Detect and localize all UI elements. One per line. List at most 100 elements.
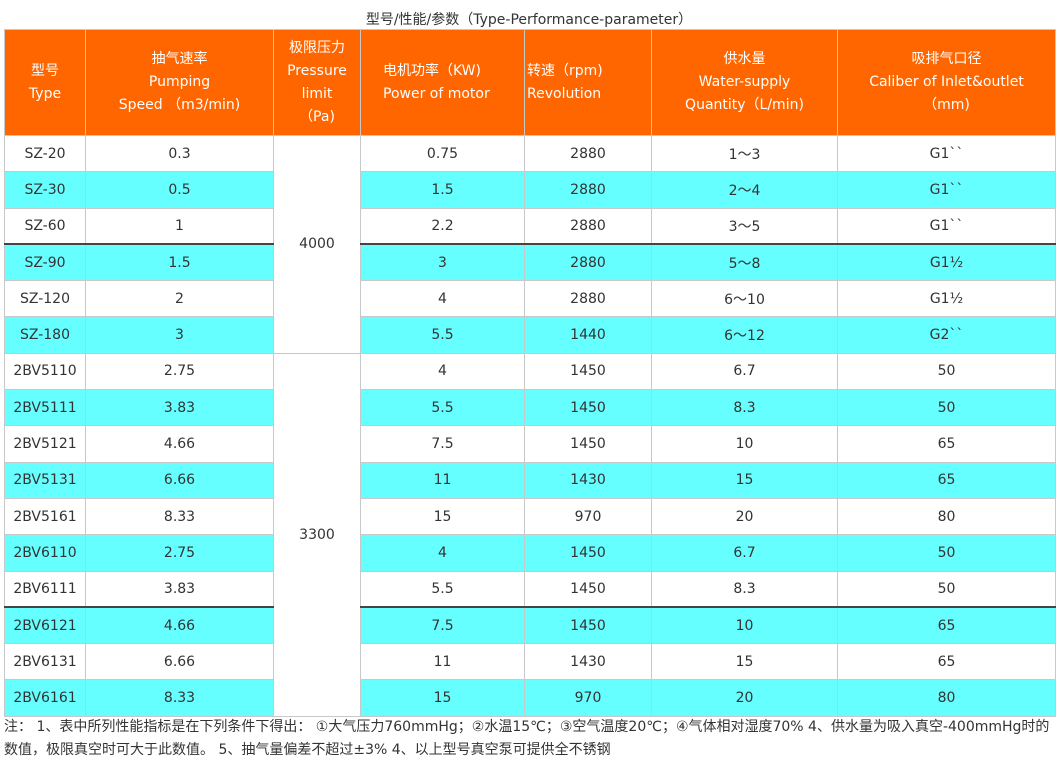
cell-caliber: 50 [837,389,1056,427]
cell-motor-power: 3 [360,243,525,282]
table-body: SZ-20 0.3 4000 0.75 2880 1～3 G1`` SZ-30 0.5 1.5 28… [4,134,1056,717]
table-row: 2BV6131 6.66 11 1430 15 65 [4,643,1056,681]
cell-pressure-limit: 4000 [273,135,361,354]
cell-caliber: 50 [837,352,1056,391]
cell-type: SZ-120 [4,280,86,318]
cell-caliber: 50 [837,570,1056,608]
cell-water-supply: 6～12 [651,316,838,354]
cell-revolution: 2880 [524,207,652,245]
cell-revolution: 970 [524,497,652,536]
cell-type: 2BV5121 [4,425,86,463]
table-row: SZ-60 1 2.2 2880 3～5 G1`` [4,207,1056,245]
table-row: SZ-180 3 5.5 1440 6～12 G2`` [4,316,1056,354]
cell-water-supply: 20 [651,497,838,536]
cell-type: SZ-90 [4,243,86,282]
header-type: 型号 Type [4,29,86,136]
table-row: 2BV5111 3.83 5.5 1450 8.3 50 [4,389,1056,427]
cell-revolution: 1450 [524,389,652,427]
cell-motor-power: 1.5 [360,171,525,209]
table-row: SZ-90 1.5 3 2880 5～8 G1½ [4,243,1056,282]
cell-pumping-speed: 8.33 [85,497,274,536]
cell-water-supply: 20 [651,679,838,717]
cell-pumping-speed: 6.66 [85,643,274,681]
header-revolution: 转速（rpm) Revolution [524,29,652,136]
cell-revolution: 1450 [524,570,652,608]
cell-motor-power: 4 [360,352,525,391]
performance-table: 型号 Type 抽气速率 Pumping Speed （m3/min) 极限压力 Pre… [4,29,1056,717]
cell-motor-power: 2.2 [360,207,525,245]
cell-motor-power: 7.5 [360,425,525,463]
cell-revolution: 1450 [524,352,652,391]
cell-motor-power: 11 [360,461,525,499]
cell-revolution: 1430 [524,643,652,681]
cell-revolution: 1440 [524,316,652,354]
cell-revolution: 1450 [524,606,652,645]
cell-water-supply: 10 [651,606,838,645]
cell-pumping-speed: 0.3 [85,134,274,173]
cell-water-supply: 15 [651,461,838,499]
table-row: 2BV6161 8.33 15 970 20 80 [4,679,1056,717]
cell-water-supply: 6.7 [651,352,838,391]
cell-type: 2BV6111 [4,570,86,608]
cell-revolution: 1430 [524,461,652,499]
cell-caliber: G1½ [837,280,1056,318]
header-motor-power: 电机功率（KW) Power of motor [360,29,525,136]
cell-revolution: 2880 [524,171,652,209]
cell-revolution: 2880 [524,280,652,318]
cell-revolution: 1450 [524,425,652,463]
cell-water-supply: 5～8 [651,243,838,282]
table-row: 2BV5131 6.66 11 1430 15 65 [4,461,1056,499]
cell-caliber: G2`` [837,316,1056,354]
table-row: 2BV5161 8.33 15 970 20 80 [4,497,1056,536]
cell-water-supply: 15 [651,643,838,681]
cell-caliber: 65 [837,461,1056,499]
table-row: 2BV6121 4.66 7.5 1450 10 65 [4,606,1056,645]
cell-caliber: 50 [837,534,1056,572]
table-caption: 型号/性能/参数（Type-Performance-parameter） [365,12,693,28]
cell-type: 2BV5110 [4,352,86,391]
cell-caliber: G1½ [837,243,1056,282]
table-row: SZ-30 0.5 1.5 2880 2～4 G1`` [4,171,1056,209]
cell-motor-power: 15 [360,497,525,536]
cell-type: SZ-60 [4,207,86,245]
cell-pumping-speed: 6.66 [85,461,274,499]
cell-water-supply: 6.7 [651,534,838,572]
cell-pumping-speed: 0.5 [85,171,274,209]
table-row: 2BV6110 2.75 4 1450 6.7 50 [4,534,1056,572]
table-row: SZ-120 2 4 2880 6～10 G1½ [4,280,1056,318]
cell-caliber: 80 [837,497,1056,536]
cell-water-supply: 6～10 [651,280,838,318]
cell-pumping-speed: 2.75 [85,352,274,391]
cell-caliber: 80 [837,679,1056,717]
cell-type: 2BV6121 [4,606,86,645]
cell-motor-power: 4 [360,280,525,318]
header-pressure-limit: 极限压力 Pressure limit （Pa) [273,29,361,136]
cell-motor-power: 5.5 [360,570,525,608]
cell-revolution: 2880 [524,243,652,282]
header-row: 型号 Type 抽气速率 Pumping Speed （m3/min) 极限压力 Pre… [4,29,1056,136]
cell-revolution: 1450 [524,534,652,572]
cell-water-supply: 10 [651,425,838,463]
cell-pumping-speed: 8.33 [85,679,274,717]
cell-pumping-speed: 3.83 [85,389,274,427]
header-water-supply: 供水量 Water-supply Quantity（L/min) [651,29,838,136]
cell-pumping-speed: 2 [85,280,274,318]
cell-pumping-speed: 1.5 [85,243,274,282]
cell-revolution: 2880 [524,134,652,173]
table-row: 2BV6111 3.83 5.5 1450 8.3 50 [4,570,1056,608]
cell-pumping-speed: 1 [85,207,274,245]
cell-motor-power: 15 [360,679,525,717]
cell-type: 2BV5111 [4,389,86,427]
cell-caliber: G1`` [837,171,1056,209]
cell-pumping-speed: 3 [85,316,274,354]
cell-type: 2BV6110 [4,534,86,572]
cell-motor-power: 4 [360,534,525,572]
cell-pressure-limit: 3300 [273,352,361,717]
cell-pumping-speed: 4.66 [85,606,274,645]
cell-caliber: 65 [837,425,1056,463]
cell-water-supply: 1～3 [651,134,838,173]
cell-motor-power: 5.5 [360,316,525,354]
cell-motor-power: 11 [360,643,525,681]
table-row: 2BV5110 2.75 3300 4 1450 6.7 50 [4,352,1056,717]
cell-caliber: G1`` [837,207,1056,245]
